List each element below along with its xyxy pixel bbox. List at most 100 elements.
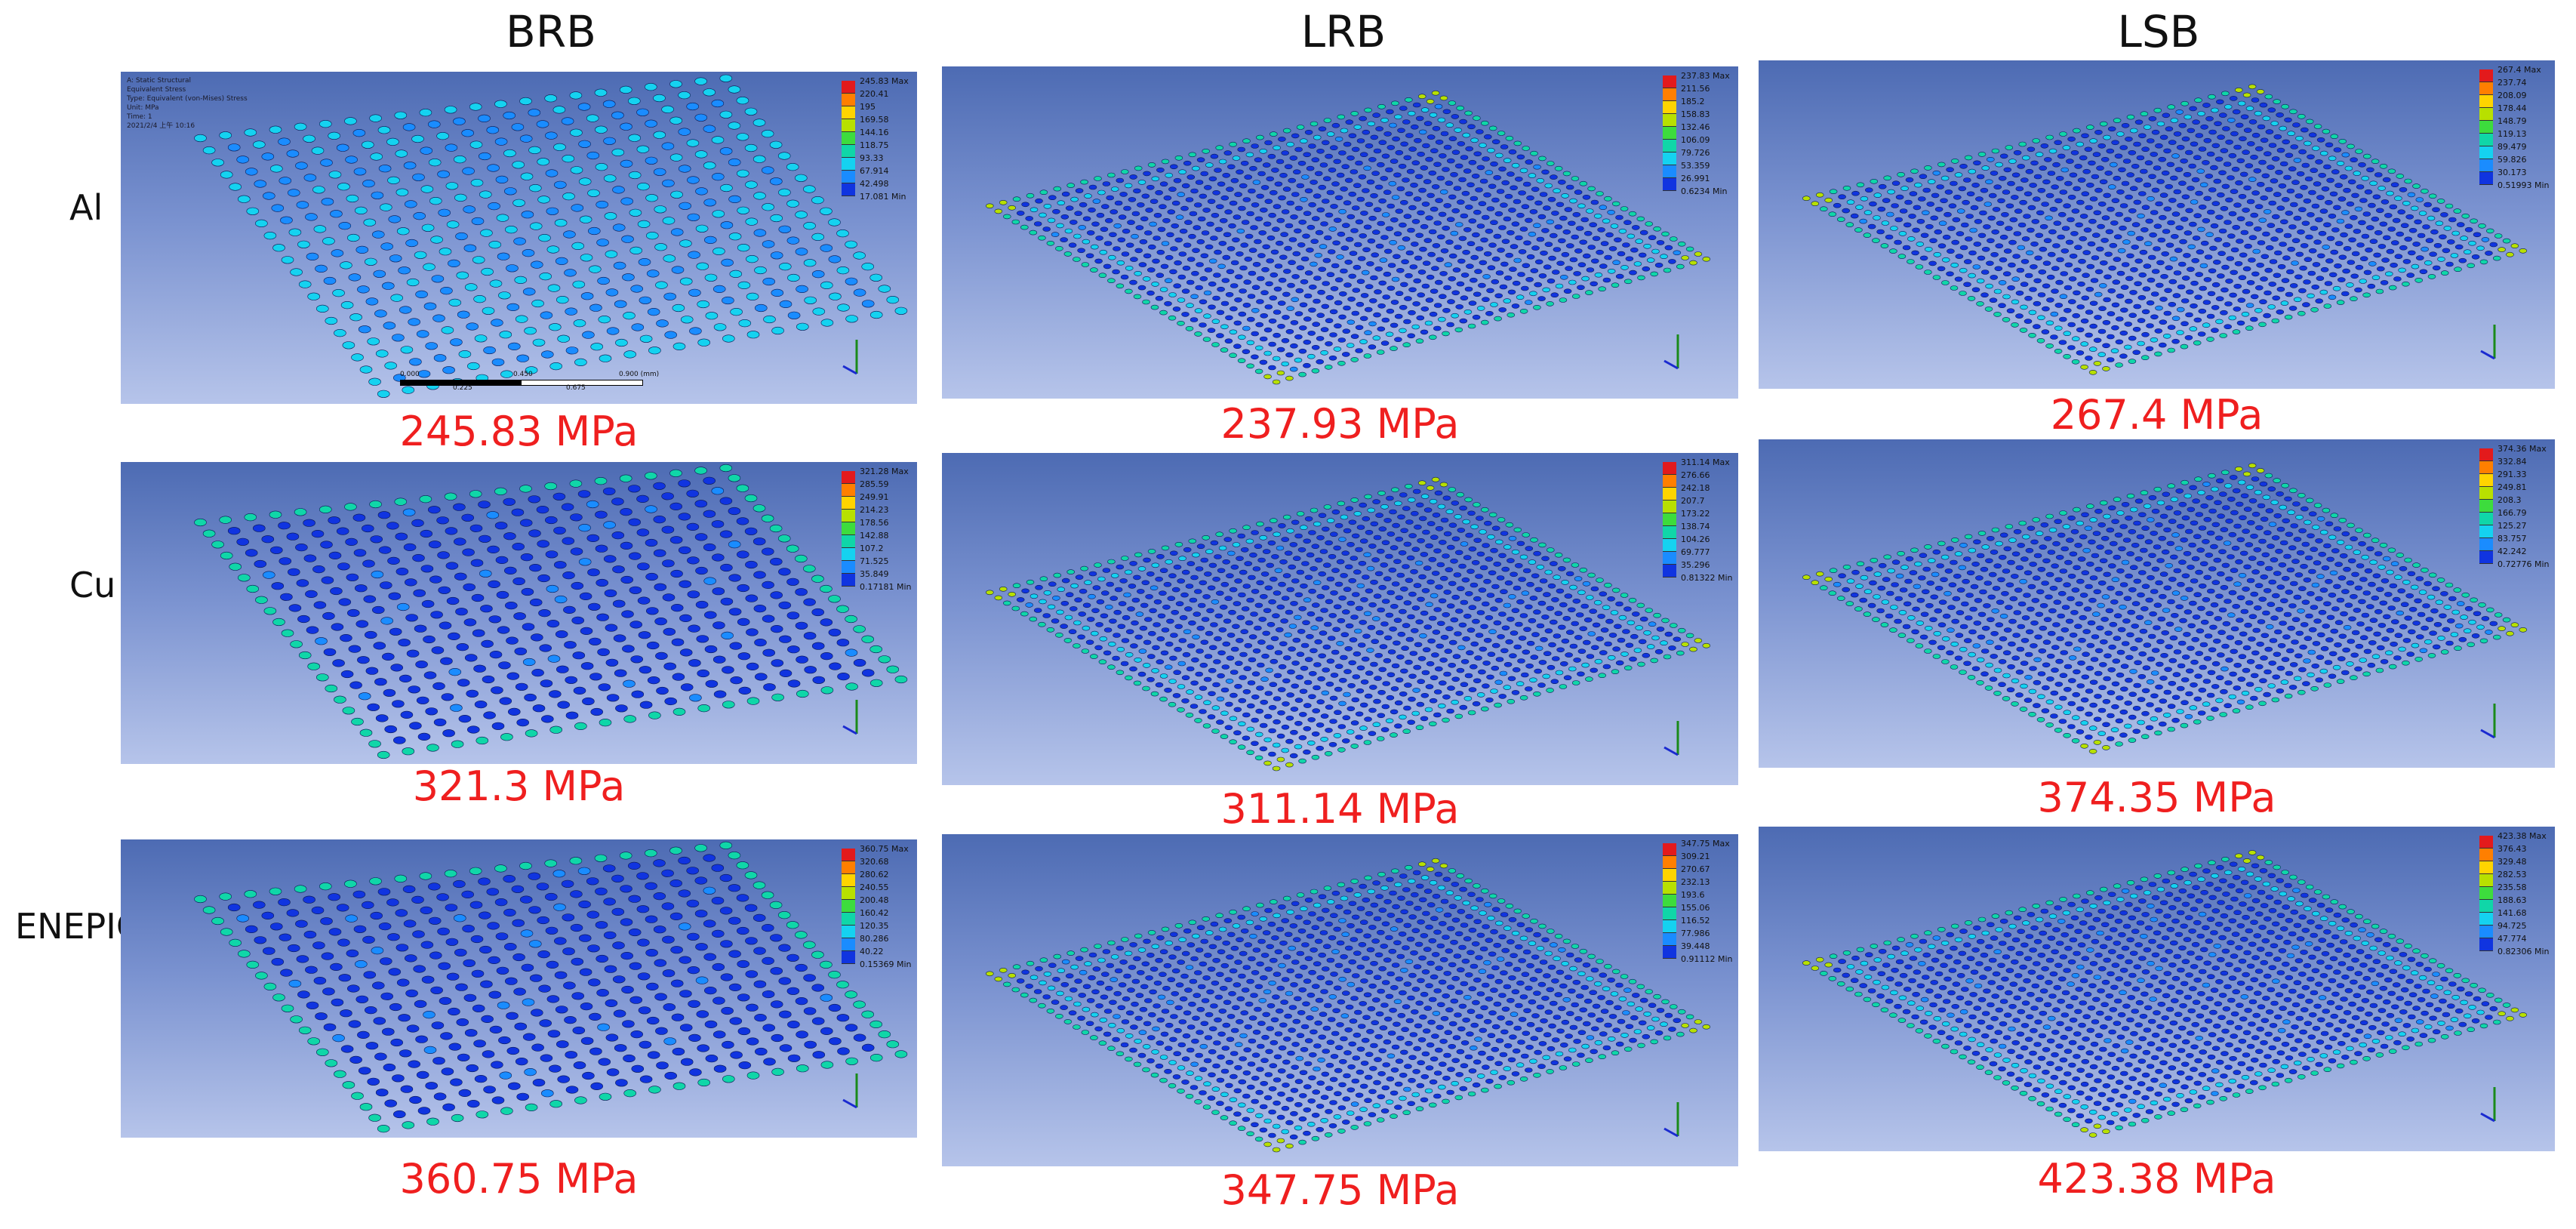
solder-ball <box>1370 134 1379 140</box>
solder-ball <box>1284 632 1292 638</box>
solder-ball <box>2213 178 2222 184</box>
solder-ball <box>1959 624 1968 630</box>
solder-ball <box>1491 584 1500 590</box>
legend-color-swatch <box>842 522 855 535</box>
solder-ball <box>1837 596 1845 601</box>
solder-ball <box>1562 616 1571 621</box>
solder-ball <box>2353 229 2362 234</box>
solder-ball <box>1246 703 1255 709</box>
solder-ball <box>330 210 343 218</box>
solder-ball <box>1276 370 1285 376</box>
solder-ball <box>796 322 809 331</box>
solder-ball <box>1116 260 1125 266</box>
solder-ball <box>1873 215 1881 220</box>
solder-ball <box>1214 613 1223 619</box>
solder-ball <box>2258 322 2267 328</box>
solder-ball <box>340 634 352 642</box>
solder-ball <box>1156 168 1165 173</box>
solder-ball <box>1962 177 1971 183</box>
solder-ball <box>1294 146 1303 152</box>
solder-ball <box>1468 605 1477 610</box>
solder-ball <box>1416 701 1425 707</box>
solder-ball <box>1519 308 1528 314</box>
legend-color-swatch <box>842 574 855 587</box>
solder-ball <box>472 629 485 637</box>
solder-ball <box>1421 202 1430 207</box>
solder-ball <box>1363 611 1372 617</box>
solder-ball <box>1233 730 1242 736</box>
solder-ball <box>1129 279 1137 285</box>
solder-ball <box>1088 593 1096 599</box>
solder-ball <box>577 490 591 498</box>
solder-ball <box>623 715 637 723</box>
solder-ball <box>1454 163 1463 169</box>
solder-ball <box>1380 727 1390 732</box>
solder-ball <box>2138 272 2147 278</box>
solder-ball <box>1165 254 1174 260</box>
solder-ball <box>1960 222 1969 228</box>
solder-ball <box>1408 287 1417 293</box>
solder-ball <box>271 582 285 590</box>
solder-ball <box>487 545 500 553</box>
solder-ball <box>1518 249 1527 254</box>
solder-ball <box>1519 695 1528 701</box>
solder-ball <box>337 183 350 191</box>
solder-ball <box>1851 569 1860 575</box>
solder-ball <box>1440 248 1449 254</box>
solder-ball <box>1402 119 1411 125</box>
solder-ball <box>1872 617 1880 622</box>
solder-ball <box>1252 261 1261 267</box>
solder-ball <box>392 334 405 342</box>
solder-ball <box>596 578 609 587</box>
solder-ball <box>2017 222 2027 228</box>
solder-ball <box>1451 208 1460 214</box>
solder-ball <box>1931 193 1940 199</box>
solder-ball <box>1289 156 1298 161</box>
solder-ball <box>538 609 551 618</box>
solder-ball <box>1450 230 1459 236</box>
solder-ball <box>2020 304 2028 310</box>
legend-color-swatch <box>842 548 855 561</box>
solder-ball <box>1520 285 1529 291</box>
solder-ball <box>1878 183 1887 189</box>
solder-ball <box>1891 180 1900 186</box>
solder-ball <box>2257 240 2266 245</box>
solder-ball <box>2322 245 2331 250</box>
solder-ball <box>1035 198 1043 204</box>
solder-ball <box>1331 181 1340 186</box>
solder-ball <box>1962 556 1971 562</box>
solder-ball <box>1186 174 1196 180</box>
solder-ball <box>1498 307 1507 313</box>
solder-ball <box>1987 215 1996 221</box>
axis-triad-icon <box>1663 359 1679 370</box>
solder-ball <box>2089 196 2098 202</box>
solder-ball <box>1308 588 1316 594</box>
solder-ball <box>2347 179 2356 185</box>
solder-ball <box>417 370 431 378</box>
solder-ball <box>2053 599 2062 605</box>
solder-ball <box>1164 278 1173 284</box>
solder-ball <box>1419 246 1427 252</box>
solder-ball <box>1217 181 1226 187</box>
solder-ball <box>1438 598 1447 604</box>
solder-ball <box>2056 257 2064 263</box>
solder-ball <box>1421 670 1430 676</box>
solder-ball <box>2005 582 2014 588</box>
solder-ball <box>294 508 307 516</box>
solder-ball <box>1293 228 1302 234</box>
solder-ball <box>2390 262 2398 268</box>
solder-ball <box>1134 270 1143 276</box>
solder-ball <box>1473 596 1482 602</box>
solder-ball <box>1633 648 1642 653</box>
solder-ball <box>637 183 650 191</box>
solder-ball <box>503 149 516 158</box>
solder-ball <box>1060 214 1069 220</box>
solder-ball <box>398 266 411 275</box>
solder-ball <box>504 602 518 610</box>
solder-ball <box>1428 556 1437 562</box>
solder-ball <box>1225 678 1234 684</box>
solder-ball <box>820 686 834 695</box>
solder-ball <box>1600 627 1609 633</box>
solder-ball <box>1179 228 1188 234</box>
solder-ball <box>1548 642 1556 648</box>
